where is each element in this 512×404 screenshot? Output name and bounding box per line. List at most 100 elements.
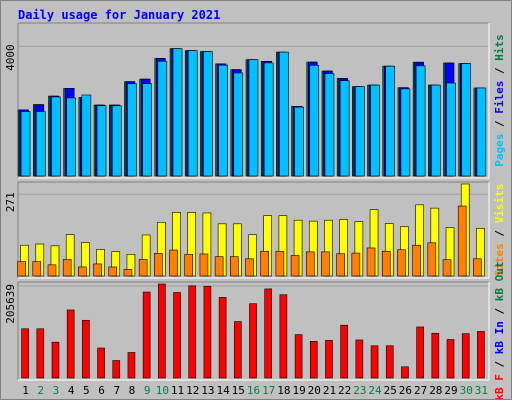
x-tick-label-day-12: 12 [186, 384, 199, 397]
x-tick-label-day-18: 18 [277, 384, 290, 397]
bar-sites-15 [230, 256, 239, 277]
bar-sites-29 [442, 259, 452, 277]
x-tick-label-day-11: 11 [171, 384, 184, 397]
bar-pages-17 [263, 62, 274, 177]
bar-pages-15 [233, 72, 244, 177]
bar-sites-19 [290, 255, 300, 277]
x-tick-label-day-6: 6 [98, 384, 105, 397]
x-tick-label-day-21: 21 [323, 384, 336, 397]
bar-pages-5 [81, 94, 92, 177]
bar-kbytes-31 [477, 331, 485, 379]
panel-kbytes-legend-part: kB Out [493, 261, 506, 301]
x-tick-label-day-31: 31 [475, 384, 488, 397]
x-tick-label-day-14: 14 [216, 384, 230, 397]
bar-kbytes-6 [97, 347, 105, 379]
x-tick-label-day-13: 13 [201, 384, 214, 397]
bar-kbytes-19 [294, 334, 303, 379]
bar-pages-31 [476, 87, 487, 177]
bar-kbytes-21 [325, 340, 333, 379]
bar-sites-17 [260, 250, 269, 277]
bar-sites-5 [78, 266, 87, 277]
bar-sites-31 [473, 258, 482, 277]
bar-sites-26 [397, 249, 406, 277]
bar-kbytes-4 [66, 309, 75, 379]
bar-sites-22 [336, 253, 345, 277]
bar-kbytes-26 [401, 366, 409, 379]
bar-kbytes-3 [51, 341, 60, 379]
bar-pages-25 [385, 65, 396, 177]
bar-sites-13 [199, 253, 209, 277]
bar-sites-9 [138, 259, 148, 277]
bar-pages-30 [461, 63, 472, 177]
bar-sites-14 [214, 256, 224, 277]
bar-pages-8 [127, 83, 137, 177]
bar-kbytes-9 [142, 291, 151, 379]
panel-visits_sites-legend-part: Visits [493, 184, 506, 224]
bar-pages-11 [172, 48, 183, 177]
panel-hits_files_pages-legend: Pages / Files / Hits [493, 34, 506, 167]
x-tick-label-day-8: 8 [129, 384, 136, 397]
bar-pages-22 [339, 80, 350, 177]
panel-kbytes-legend-part: / [493, 354, 506, 374]
bar-kbytes-5 [82, 319, 90, 379]
panel-hits_files_pages-ymax-label: 4000 [4, 44, 17, 70]
bar-kbytes-16 [249, 303, 257, 379]
bar-sites-12 [184, 253, 194, 277]
bar-sites-16 [245, 258, 254, 277]
bar-kbytes-12 [188, 285, 197, 379]
bar-pages-2 [35, 111, 46, 177]
x-tick-label-day-28: 28 [429, 384, 442, 397]
x-tick-label-day-7: 7 [113, 384, 120, 397]
x-tick-label-day-30: 30 [460, 384, 473, 397]
bar-sites-4 [62, 259, 72, 277]
bar-pages-28 [431, 84, 441, 177]
bar-sites-30 [457, 205, 467, 277]
panel-visits_sites-ymax-label: 271 [4, 192, 17, 212]
bar-pages-4 [66, 97, 76, 177]
bar-sites-24 [366, 247, 376, 277]
panel-kbytes-legend-part: / [493, 301, 506, 321]
bar-sites-20 [305, 251, 315, 277]
x-tick-label-day-19: 19 [292, 384, 305, 397]
bar-pages-1 [20, 111, 31, 177]
bar-pages-9 [142, 83, 152, 177]
bar-sites-25 [381, 250, 391, 277]
bar-sites-21 [321, 251, 330, 277]
bar-pages-23 [355, 86, 365, 177]
bar-kbytes-17 [264, 288, 272, 379]
x-tick-label-day-23: 23 [353, 384, 366, 397]
x-tick-label-day-9: 9 [144, 384, 151, 397]
bar-pages-29 [446, 82, 456, 177]
x-tick-label-day-20: 20 [308, 384, 321, 397]
bar-kbytes-29 [446, 339, 455, 379]
bar-kbytes-23 [355, 339, 364, 379]
bar-pages-12 [187, 50, 198, 177]
bar-kbytes-10 [158, 283, 166, 379]
panel-visits_sites-legend: Sites / Visits [493, 184, 506, 277]
chart-title: Daily usage for January 2021 [18, 8, 221, 22]
bar-kbytes-15 [234, 321, 242, 379]
bar-kbytes-20 [309, 340, 318, 379]
bar-kbytes-11 [173, 292, 181, 379]
bar-sites-18 [275, 250, 285, 277]
x-tick-label-day-3: 3 [53, 384, 60, 397]
bar-pages-21 [324, 73, 335, 177]
bar-kbytes-30 [461, 333, 470, 379]
bar-sites-2 [32, 261, 42, 277]
bar-kbytes-18 [279, 294, 288, 379]
bar-pages-3 [51, 96, 61, 177]
bar-pages-19 [294, 106, 304, 177]
bar-pages-13 [203, 51, 213, 177]
bar-kbytes-28 [431, 332, 440, 379]
bar-sites-28 [427, 242, 437, 277]
panel-kbytes-legend-part: kB In [493, 321, 506, 354]
bar-pages-27 [415, 65, 426, 177]
bar-pages-7 [111, 105, 122, 177]
bar-kbytes-27 [416, 326, 424, 379]
bar-sites-3 [47, 264, 57, 277]
bar-sites-27 [412, 244, 421, 277]
bar-kbytes-14 [218, 297, 227, 379]
bar-pages-14 [218, 64, 228, 177]
